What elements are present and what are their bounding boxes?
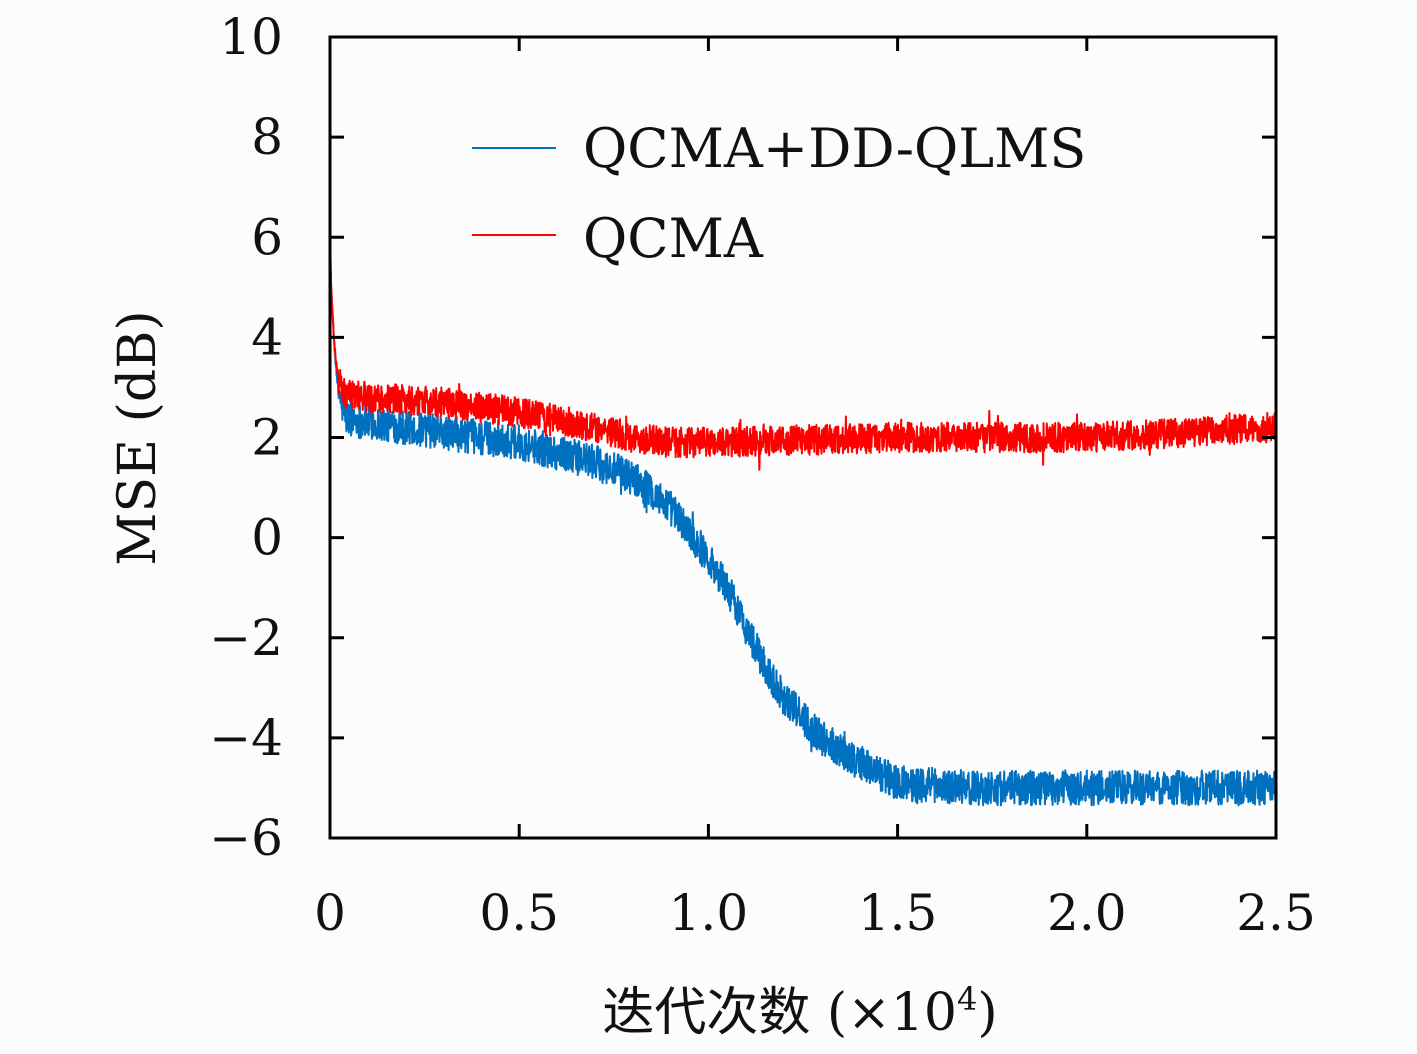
y-axis-title: MSE (dB) <box>108 310 168 565</box>
y-tick-label: 4 <box>251 308 283 366</box>
series-line-qcma-dd-qlms <box>330 240 1276 807</box>
x-tick-label: 1.0 <box>669 884 749 942</box>
y-tick-label: 6 <box>251 208 283 266</box>
x-axis-title-superscript: 4 <box>957 980 977 1018</box>
plot-area <box>330 234 1276 807</box>
y-tick-label: −4 <box>209 709 283 767</box>
x-tick-label: 1.5 <box>858 884 938 942</box>
y-tick-label: 8 <box>251 108 283 166</box>
y-tick-label: −6 <box>209 809 283 867</box>
y-tick-label: 10 <box>219 8 283 66</box>
legend: QCMA+DD-QLMS QCMA <box>472 117 1086 270</box>
plot-frame <box>328 35 1278 840</box>
y-tick-label: 2 <box>251 409 283 467</box>
x-axis-title: 迭代次数 (×104) <box>602 980 997 1043</box>
x-tick-label: 2.0 <box>1047 884 1127 942</box>
y-tick-labels: −6 −4 −2 0 2 4 6 8 10 <box>209 8 283 867</box>
x-tick-label: 0.5 <box>479 884 559 942</box>
series-line-qcma <box>330 234 1276 471</box>
y-tick-label: 0 <box>251 509 283 567</box>
legend-label-qcma-dd-qlms: QCMA+DD-QLMS <box>583 117 1086 180</box>
y-tick-label: −2 <box>209 609 283 667</box>
x-tick-labels: 0 0.5 1.0 1.5 2.0 2.5 <box>314 884 1316 942</box>
x-tick-label: 2.5 <box>1236 884 1316 942</box>
legend-label-qcma: QCMA <box>583 207 764 270</box>
x-tick-label: 0 <box>314 884 346 942</box>
